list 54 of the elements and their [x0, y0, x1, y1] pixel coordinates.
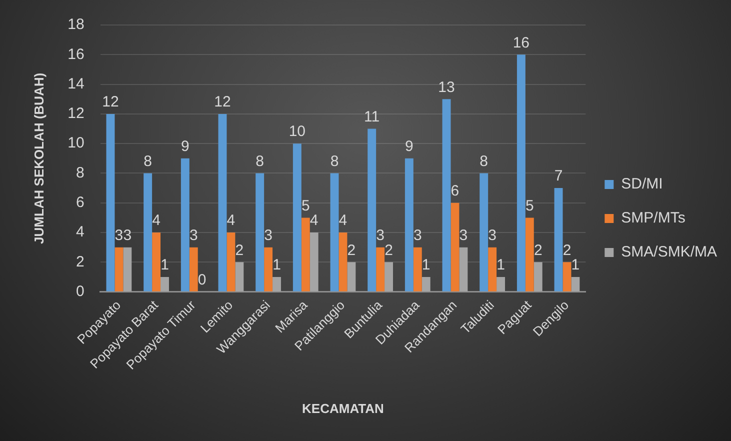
data-label: 4 — [226, 212, 236, 230]
data-label: 2 — [562, 242, 572, 259]
data-label: 2 — [384, 242, 393, 259]
data-label: 3 — [123, 226, 132, 244]
data-label: 3 — [488, 226, 496, 244]
data-label: 2 — [347, 242, 356, 259]
data-label: 8 — [256, 152, 264, 170]
y-tick-label: 14 — [68, 75, 84, 92]
data-label: 5 — [301, 197, 310, 214]
data-label: 4 — [152, 212, 160, 230]
data-label: 6 — [450, 182, 460, 200]
data-label: 3 — [114, 226, 124, 244]
data-label: 8 — [144, 152, 152, 170]
legend-label: SMP/MTs — [621, 210, 686, 227]
y-tick-label: 8 — [76, 164, 84, 182]
legend-label: SD/MI — [621, 176, 663, 193]
y-axis-title: JUMLAH SEKOLAH (BUAH) — [31, 72, 46, 244]
data-label: 7 — [554, 168, 563, 185]
y-tick-label: 4 — [76, 224, 84, 241]
data-label: 1 — [272, 256, 281, 274]
y-tick-label: 12 — [68, 105, 84, 122]
data-label: 9 — [180, 138, 190, 156]
data-label: 5 — [525, 197, 534, 214]
data-label: 9 — [405, 138, 414, 156]
data-label: 11 — [364, 108, 380, 126]
x-axis-title: KECAMATAN — [302, 400, 384, 416]
data-label: 12 — [102, 94, 119, 111]
data-label: 3 — [264, 226, 272, 244]
y-tick-label: 2 — [76, 253, 84, 270]
y-tick-label: 10 — [68, 134, 84, 152]
y-tick-label: 16 — [68, 46, 84, 63]
y-tick-label: 18 — [68, 16, 84, 34]
data-label: 12 — [214, 94, 231, 111]
data-label: 10 — [288, 123, 306, 140]
data-label: 4 — [338, 212, 348, 230]
data-label: 1 — [496, 256, 505, 274]
data-label: 4 — [310, 212, 318, 230]
data-label: 3 — [459, 226, 468, 244]
data-label: 8 — [330, 152, 339, 170]
data-label: 3 — [189, 226, 198, 244]
data-label: 1 — [160, 256, 169, 274]
data-label: 3 — [413, 226, 422, 244]
data-label: 2 — [235, 242, 244, 259]
data-label: 1 — [422, 256, 430, 274]
data-label: 16 — [512, 34, 530, 52]
data-label: 13 — [438, 78, 455, 96]
data-label: 1 — [571, 256, 580, 274]
data-label: 3 — [376, 226, 384, 244]
legend-label: SMA/SMK/MA — [621, 244, 718, 261]
data-label: 2 — [534, 242, 542, 259]
y-tick-label: 0 — [76, 282, 84, 300]
y-tick-label: 6 — [76, 194, 84, 212]
data-label: 8 — [480, 152, 488, 170]
data-label: 0 — [198, 271, 206, 288]
